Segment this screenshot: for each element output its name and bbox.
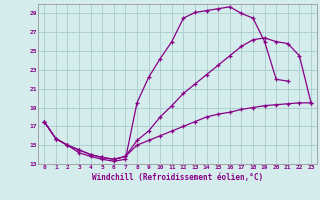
X-axis label: Windchill (Refroidissement éolien,°C): Windchill (Refroidissement éolien,°C) [92, 173, 263, 182]
